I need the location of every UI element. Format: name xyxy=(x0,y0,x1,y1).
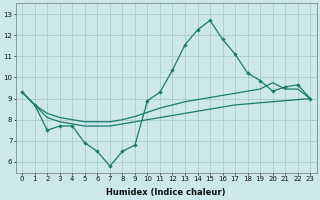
X-axis label: Humidex (Indice chaleur): Humidex (Indice chaleur) xyxy=(107,188,226,197)
